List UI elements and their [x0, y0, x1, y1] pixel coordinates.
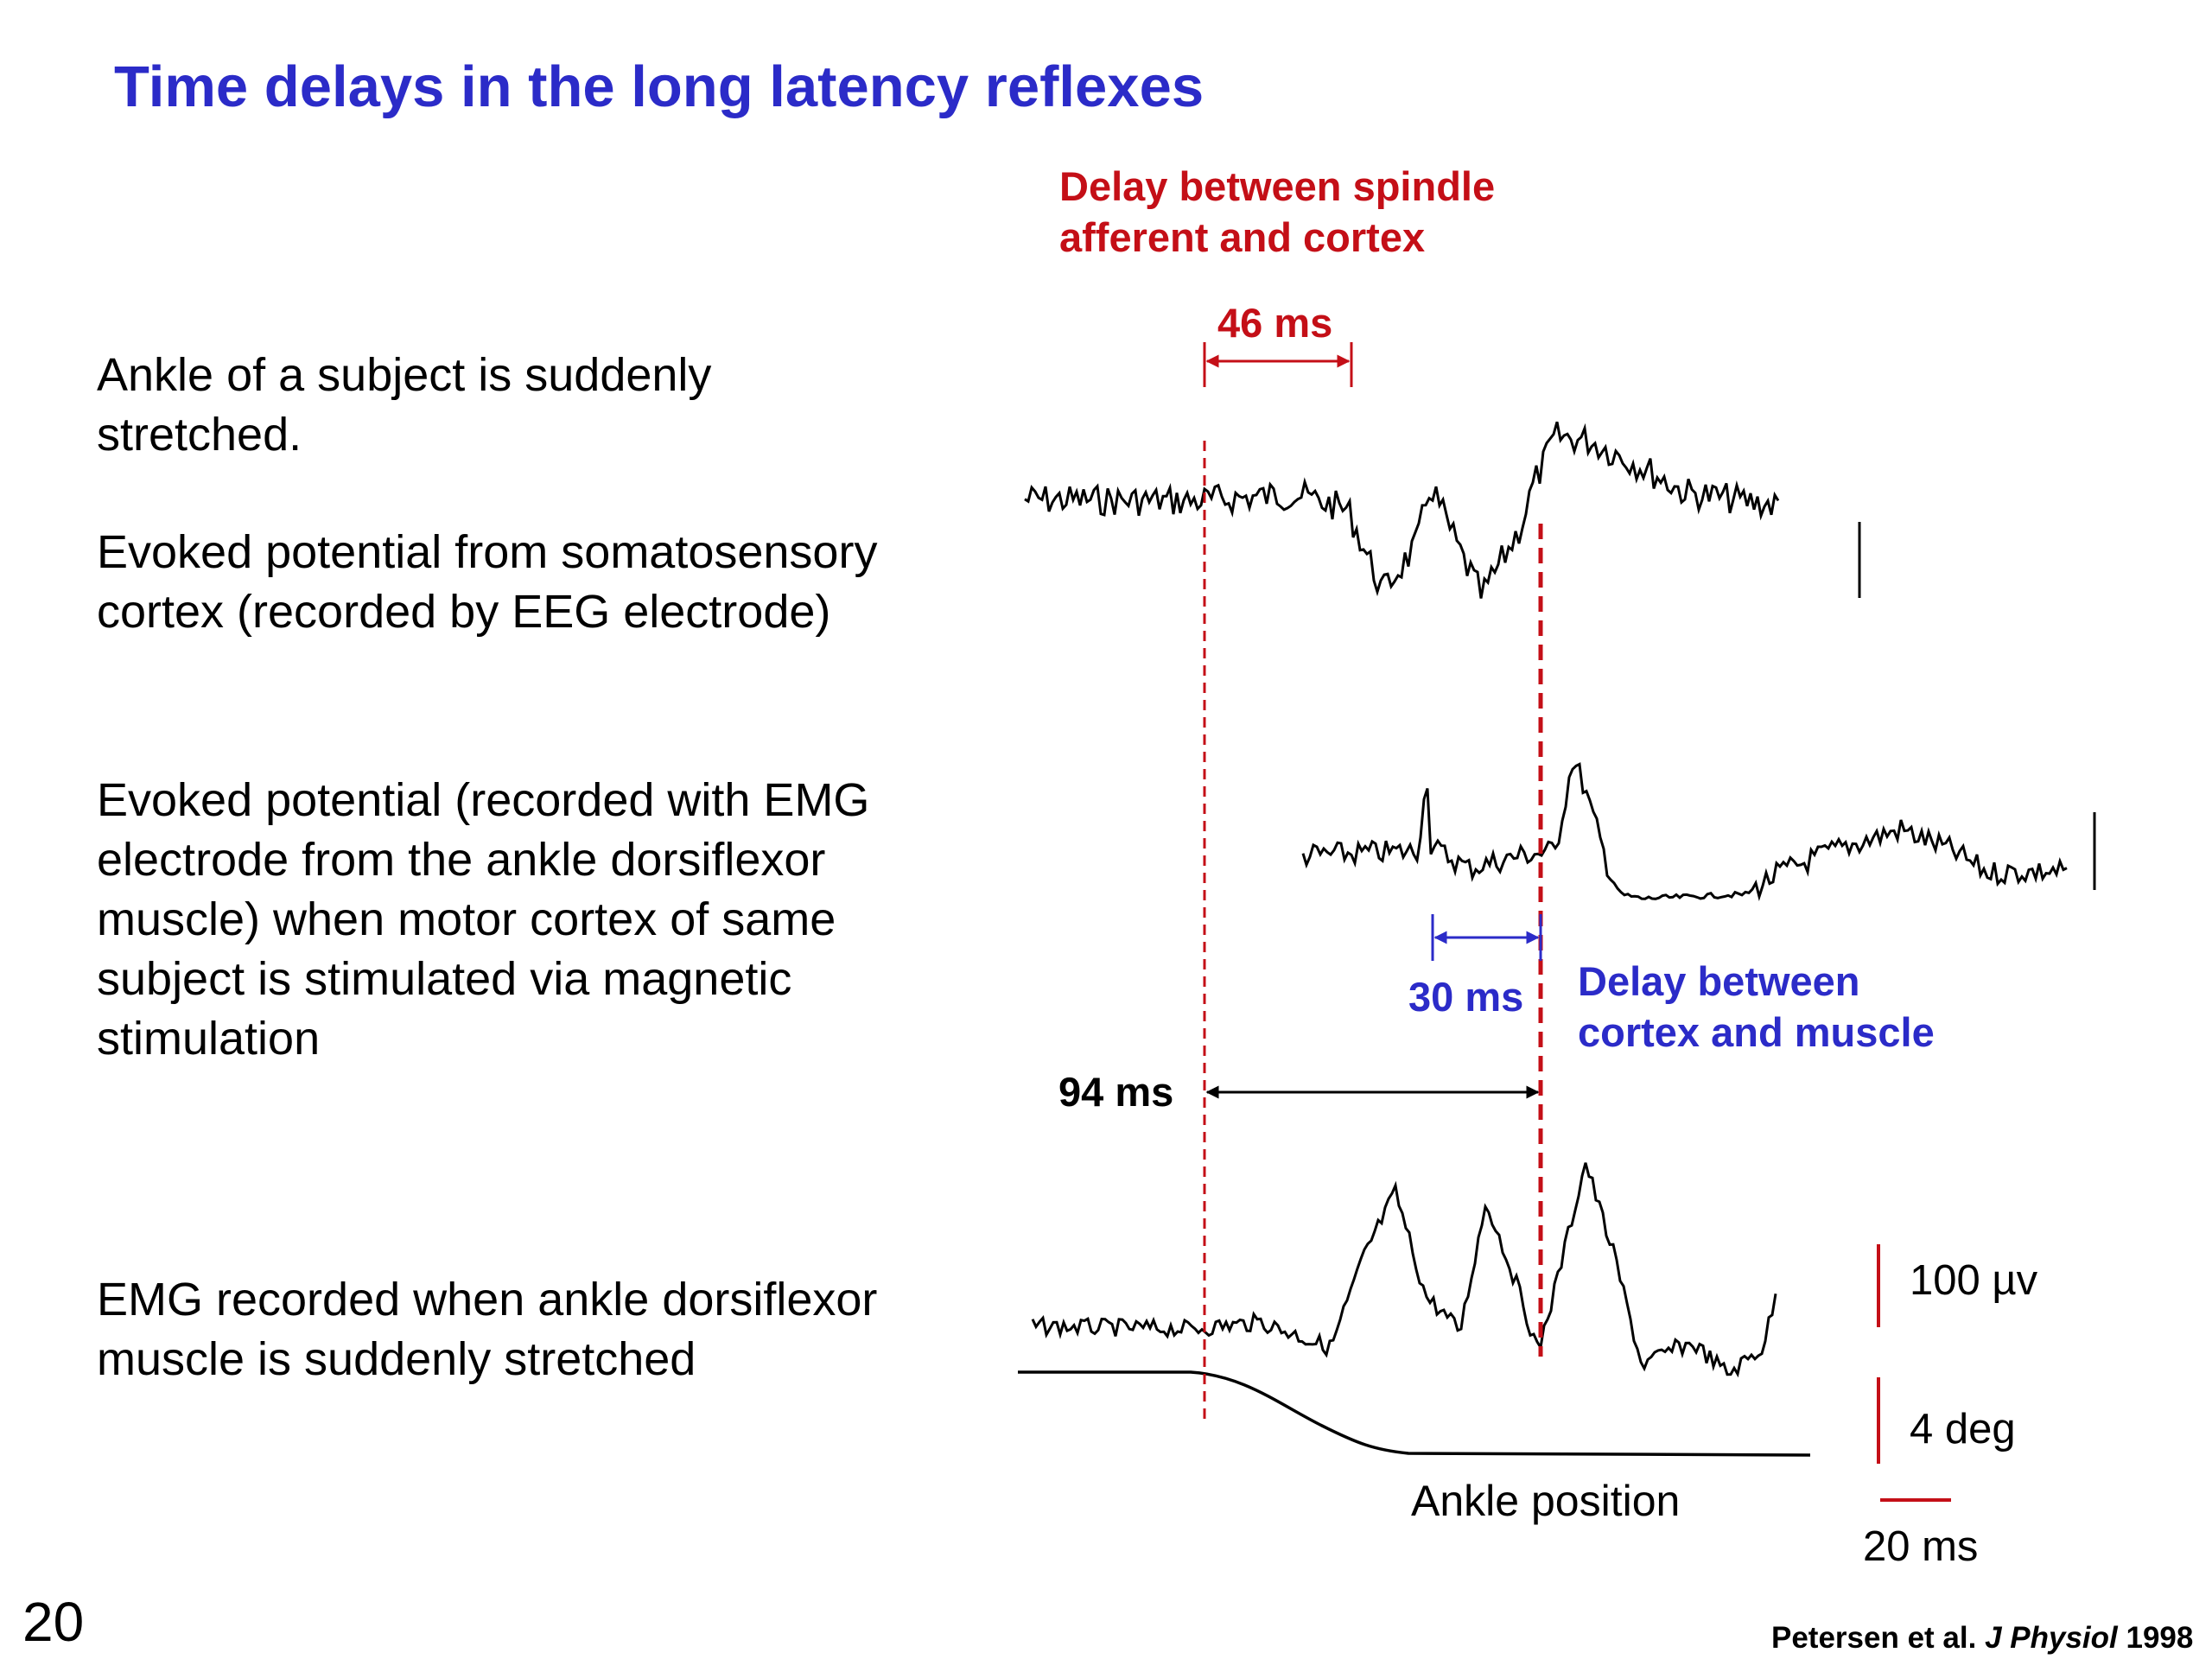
- emg-mep-description: Evoked potential (recorded with EMG elec…: [97, 771, 869, 1069]
- total-delay-value: 94 ms: [1058, 1069, 1174, 1115]
- label-line: Delay between: [1578, 958, 1860, 1004]
- slide-title: Time delays in the long latency reflexes: [114, 54, 1205, 119]
- citation-journal: J Physiol: [1985, 1621, 2118, 1655]
- mep-trace: [1301, 762, 2068, 902]
- description-line: stretched.: [97, 409, 302, 461]
- cortex-delay-value: 30 ms: [1408, 974, 1524, 1020]
- cortex-delay-label: Delay between cortex and muscle: [1578, 956, 1935, 1058]
- description-line: Evoked potential from somatosensory: [97, 526, 878, 578]
- ankle-position-label: Ankle position: [1411, 1477, 1681, 1525]
- angle-scale-label: 4 deg: [1910, 1406, 2016, 1452]
- label-line: cortex and muscle: [1578, 1009, 1935, 1055]
- description-line: muscle) when motor cortex of same: [97, 893, 836, 945]
- time-scale-label: 20 ms: [1863, 1523, 1979, 1570]
- description-line: cortex (recorded by EEG electrode): [97, 586, 831, 638]
- description-line: Evoked potential (recorded with EMG: [97, 774, 870, 826]
- emg-stretch-description: EMG recorded when ankle dorsiflexor musc…: [97, 1270, 877, 1389]
- description-line: EMG recorded when ankle dorsiflexor: [97, 1274, 878, 1325]
- description-line: electrode from the ankle dorsiflexor: [97, 834, 826, 886]
- eeg-trace: [1024, 421, 1780, 599]
- citation-year: 1998: [2126, 1621, 2194, 1655]
- description-line: muscle is suddenly stretched: [97, 1333, 696, 1385]
- ankle-position-trace: [1018, 1370, 1811, 1457]
- emg-stretch-trace: [1031, 1162, 1777, 1378]
- eeg-description: Evoked potential from somatosensory cort…: [97, 523, 877, 642]
- spindle-delay-value: 46 ms: [1217, 300, 1333, 346]
- description-line: subject is stimulated via magnetic: [97, 953, 792, 1005]
- spindle-delay-label: Delay between spindle afferent and corte…: [1059, 161, 1495, 263]
- description-line: Ankle of a subject is suddenly: [97, 349, 712, 401]
- amplitude-scale-label: 100 µv: [1910, 1257, 2038, 1304]
- label-line: afferent and cortex: [1059, 214, 1426, 260]
- page-number: 20: [22, 1591, 85, 1653]
- citation: Petersen et al. J Physiol 1998: [1771, 1621, 2193, 1656]
- ankle-stretch-description: Ankle of a subject is suddenly stretched…: [97, 346, 711, 465]
- citation-authors: Petersen et al.: [1771, 1621, 1977, 1655]
- label-line: Delay between spindle: [1059, 163, 1496, 209]
- description-line: stimulation: [97, 1013, 321, 1065]
